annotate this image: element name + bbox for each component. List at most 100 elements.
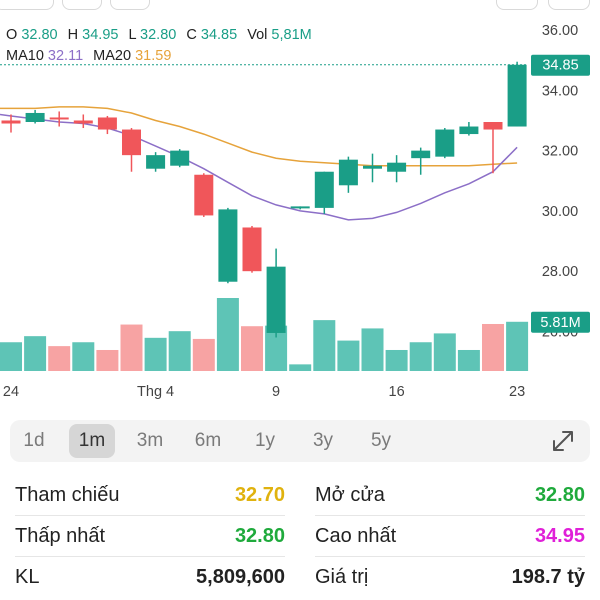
candle-body — [387, 162, 407, 172]
high-label: H — [67, 27, 79, 43]
top-toolbar — [0, 0, 600, 14]
expand-icon[interactable] — [550, 428, 576, 454]
open-value: 32.80 — [21, 27, 58, 43]
candle-body — [483, 122, 503, 130]
kl-value: 5,809,600 — [196, 566, 285, 588]
stat-gia-tri: Giá trị 198.7 tỷ — [315, 557, 585, 597]
price-tick-label: 34.00 — [542, 83, 578, 99]
candle-body — [290, 206, 310, 209]
volume-bar — [120, 324, 143, 371]
close-value: 34.85 — [200, 27, 238, 43]
period-5y[interactable]: 5y — [370, 430, 392, 451]
volume-bar — [48, 346, 71, 371]
volume-bar — [192, 338, 215, 371]
date-tick-label: 24 — [3, 384, 19, 400]
low-label: L — [128, 27, 137, 43]
stat-cao-nhat: Cao nhất 34.95 — [315, 516, 585, 556]
date-tick-label: 16 — [389, 384, 405, 400]
candle-body — [49, 117, 69, 120]
price-tick-label: 36.00 — [542, 23, 578, 39]
period-selector: 1d 1m 3m 6m 1y 3y 5y — [10, 420, 590, 462]
volume-bar — [433, 333, 456, 371]
volume-bar — [72, 342, 95, 371]
candle-body — [242, 227, 262, 272]
volume-bar — [241, 326, 263, 371]
period-1y[interactable]: 1y — [254, 430, 276, 451]
volume-bar — [313, 320, 336, 371]
tham-chieu-value: 32.70 — [234, 484, 285, 506]
thap-nhat-label: Thấp nhất — [15, 525, 106, 547]
ma20-label: MA20 — [93, 48, 132, 64]
candle-body — [122, 129, 141, 156]
volume-bar — [0, 342, 22, 371]
volume-bar — [361, 328, 384, 371]
period-3m[interactable]: 3m — [136, 430, 164, 451]
volume-bar — [385, 349, 408, 371]
candle-body — [97, 117, 117, 130]
last-volume-label: 5.81M — [540, 315, 580, 331]
gia-tri-value: 198.7 tỷ — [511, 566, 585, 588]
volume-bar — [457, 349, 480, 371]
row-divider — [15, 556, 285, 557]
date-tick-label: Thg 4 — [137, 384, 174, 400]
period-1d[interactable]: 1d — [23, 430, 45, 451]
kl-label: KL — [15, 566, 40, 588]
volume-bar — [265, 325, 288, 371]
volume-value: 5,81M — [271, 27, 312, 43]
ma10-value: 32.11 — [47, 48, 84, 64]
row-divider — [315, 556, 585, 557]
candle-body — [170, 150, 190, 166]
date-tick-label: 23 — [509, 384, 525, 400]
price-tick-label: 28.00 — [542, 264, 578, 280]
period-1m[interactable]: 1m — [69, 424, 115, 458]
date-tick-label: 9 — [272, 384, 280, 400]
volume-bar — [216, 298, 239, 371]
candle-body — [146, 155, 166, 169]
gia-tri-label: Giá trị — [315, 566, 369, 588]
row-divider — [15, 515, 285, 516]
candle-body — [218, 209, 238, 282]
candle-body — [411, 150, 431, 159]
candle-body — [266, 266, 286, 333]
candle-body — [314, 171, 334, 208]
mo-cua-label: Mở cửa — [315, 484, 385, 506]
ohlc-legend: O 32.80 H 34.95 L 32.80 C 34.85 Vol 5,81… — [6, 27, 318, 43]
stat-tham-chieu: Tham chiếu 32.70 — [15, 475, 285, 515]
volume-bar — [144, 337, 167, 371]
high-value: 34.95 — [82, 27, 119, 43]
ma20-line — [0, 106, 518, 167]
ma20-value: 31.59 — [135, 48, 172, 64]
candle-body — [507, 64, 527, 127]
last-price-badge — [531, 54, 590, 76]
last-volume-badge — [531, 311, 590, 333]
ma-legend: MA10 32.11 MA20 31.59 — [6, 48, 171, 64]
volume-bar — [337, 340, 360, 371]
candle-body — [1, 120, 21, 124]
candle-body — [194, 174, 214, 216]
volume-bar — [506, 321, 529, 371]
low-value: 32.80 — [140, 27, 177, 43]
candle-body — [338, 159, 358, 186]
price-chart[interactable]: 36.0034.0032.0030.0028.0026.0034.855.81M… — [0, 0, 600, 420]
period-3y[interactable]: 3y — [312, 430, 334, 451]
cao-nhat-label: Cao nhất — [315, 525, 397, 547]
candle-body — [459, 126, 479, 135]
volume-bar — [96, 349, 119, 371]
candle-body — [435, 129, 455, 157]
price-tick-label: 30.00 — [542, 204, 578, 220]
period-6m[interactable]: 6m — [194, 430, 222, 451]
volume-bar — [409, 342, 432, 371]
stat-thap-nhat: Thấp nhất 32.80 — [15, 516, 285, 556]
last-price-label: 34.85 — [542, 58, 578, 74]
candle-body — [25, 112, 45, 122]
volume-bar — [168, 331, 191, 371]
stat-mo-cua: Mở cửa 32.80 — [315, 475, 585, 515]
mo-cua-value: 32.80 — [534, 484, 585, 506]
tham-chieu-label: Tham chiếu — [15, 484, 120, 506]
stat-kl: KL 5,809,600 — [15, 557, 285, 597]
thap-nhat-value: 32.80 — [234, 525, 285, 547]
close-label: C — [186, 27, 197, 43]
cao-nhat-value: 34.95 — [534, 525, 585, 547]
volume-bar — [482, 323, 504, 371]
volume-label: Vol — [247, 27, 268, 43]
